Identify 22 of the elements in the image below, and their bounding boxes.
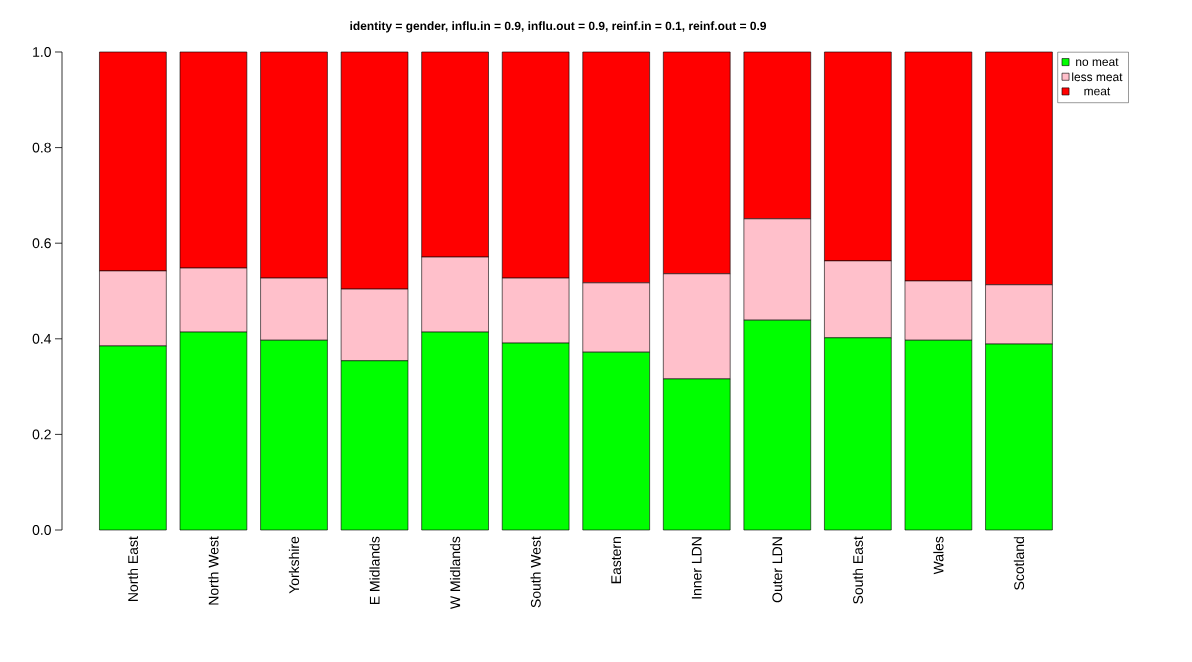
x-tick-label: Wales [933, 536, 944, 575]
legend-label: meat [1084, 87, 1111, 96]
y-tick-label: 0.2 [32, 429, 51, 440]
y-tick-label: 0.0 [32, 525, 51, 535]
x-tick-label: Eastern [611, 537, 622, 584]
x-tick-label: North East [127, 536, 139, 601]
chart-title: identity = gender, influ.in = 0.9, influ.out = 0.9, reinf.in = 0.1, reinf.out = 0.9 [350, 21, 767, 33]
y-tick-label: 0.8 [32, 142, 51, 153]
legend-label: no meat [1076, 58, 1119, 67]
x-tick-label: Outer LDN [772, 537, 783, 603]
legend-label: less meat [1072, 72, 1123, 82]
x-tick-label: E Midlands [369, 536, 380, 605]
y-tick-label: 1.0 [33, 47, 51, 57]
x-tick-label: Inner LDN [691, 537, 702, 599]
x-tick-label: Yorkshire [288, 536, 300, 594]
y-tick-label: 0.6 [32, 238, 51, 249]
x-tick-label: W Midlands [449, 536, 461, 609]
x-tick-label: North West [208, 536, 219, 605]
x-tick-label: South West [530, 536, 541, 608]
x-tick-label: Scotland [1013, 537, 1025, 590]
x-tick-label: South East [852, 536, 863, 604]
y-tick-label: 0.4 [32, 333, 52, 344]
